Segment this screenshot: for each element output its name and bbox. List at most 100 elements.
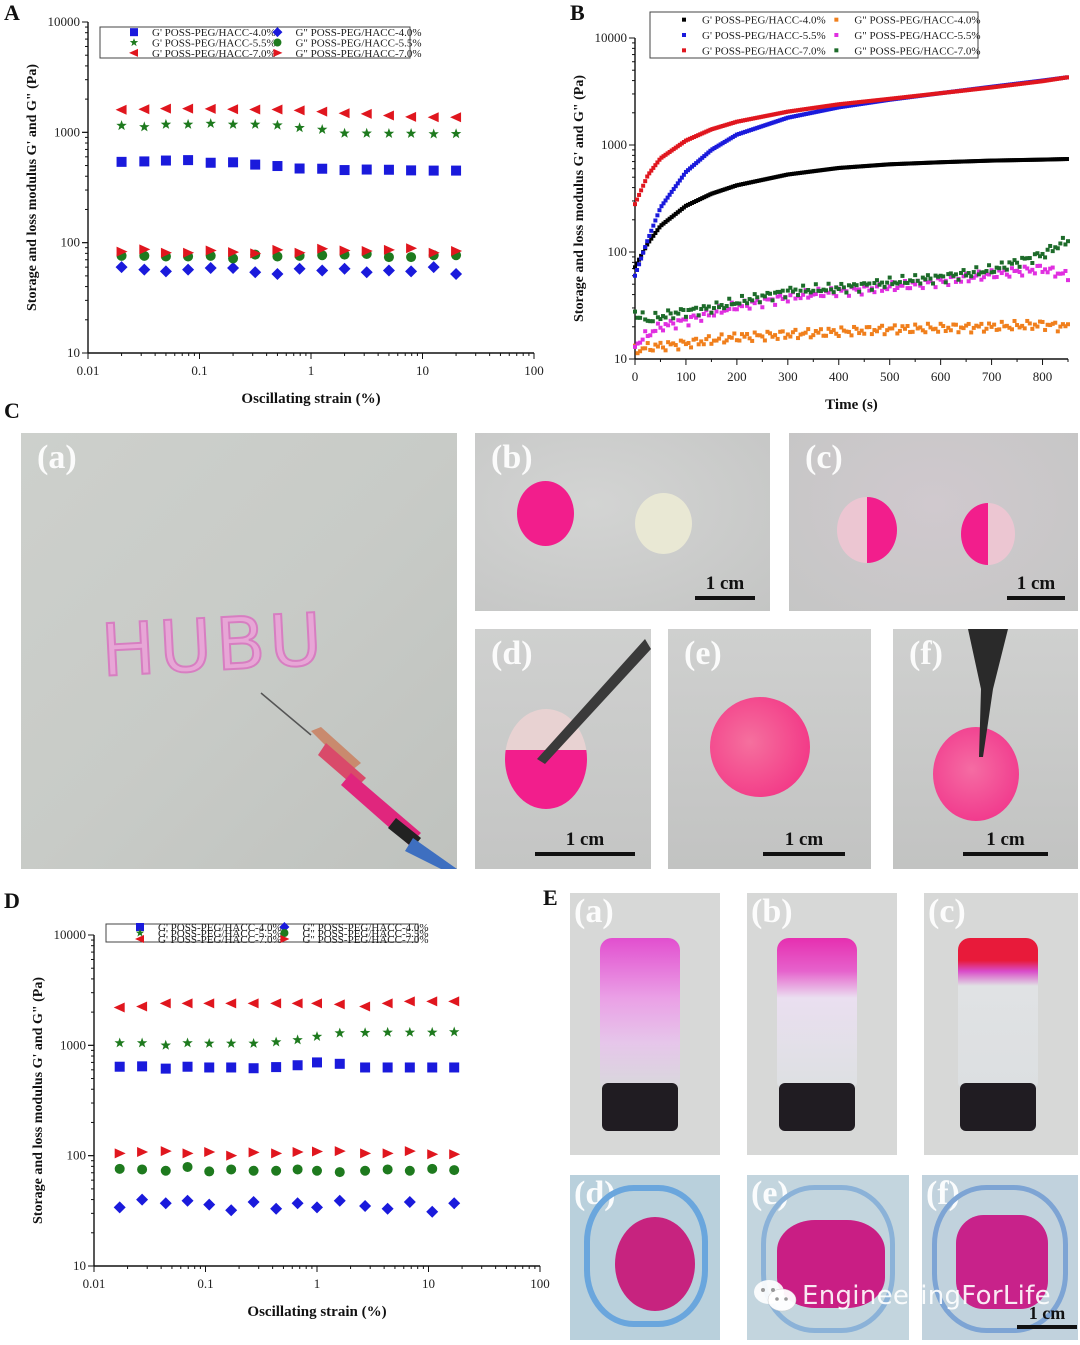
data-point — [836, 165, 841, 170]
data-point — [404, 1026, 416, 1037]
data-point — [671, 316, 676, 321]
data-point — [773, 119, 778, 124]
data-point — [905, 286, 910, 291]
data-point — [1026, 157, 1031, 162]
data-point — [826, 290, 831, 295]
data-point — [637, 262, 642, 267]
data-point — [859, 101, 864, 106]
data-point — [129, 48, 138, 57]
data-point — [836, 105, 841, 110]
data-point — [673, 211, 678, 216]
star-mold-icon — [932, 1185, 1068, 1333]
data-point — [806, 288, 811, 293]
data-point — [270, 1036, 282, 1047]
data-point — [969, 330, 974, 335]
data-point — [964, 323, 969, 328]
data-point — [649, 236, 654, 241]
data-point — [902, 326, 907, 331]
data-point — [360, 266, 373, 279]
data-point — [677, 208, 682, 213]
data-point — [1062, 157, 1067, 162]
data-point — [702, 130, 707, 135]
healed-gel-disk — [933, 727, 1019, 821]
data-point — [956, 159, 961, 164]
data-point — [759, 178, 764, 183]
photo-label: (a) — [37, 439, 77, 476]
data-point — [1040, 251, 1045, 256]
data-point — [954, 159, 959, 164]
data-point — [989, 324, 994, 329]
data-point — [686, 340, 691, 345]
data-point — [665, 151, 670, 156]
data-point — [637, 257, 642, 262]
data-point — [1009, 158, 1014, 163]
data-point — [270, 1202, 283, 1215]
data-point — [824, 104, 829, 109]
legend-entry: G' POSS-PEG/HACC-5.5% — [702, 30, 826, 42]
data-point — [722, 139, 727, 144]
data-point — [855, 164, 860, 169]
axes: 10 100 1000 10000 0.01 0.1 1 10 100 — [48, 14, 544, 378]
data-point — [675, 181, 680, 186]
data-point — [824, 167, 829, 172]
data-point — [916, 161, 921, 166]
data-point — [908, 286, 913, 291]
data-point — [806, 106, 811, 111]
data-point — [136, 1037, 148, 1048]
data-point — [1048, 266, 1053, 271]
data-point — [813, 282, 818, 287]
vial-icon — [600, 938, 680, 1088]
data-point — [977, 158, 982, 163]
data-point — [334, 1058, 345, 1069]
data-point — [749, 127, 754, 132]
data-point — [738, 182, 743, 187]
data-point — [716, 189, 721, 194]
legend-entry: G' POSS-PEG/HACC-4.0% — [158, 922, 282, 934]
data-point — [913, 273, 918, 278]
data-point — [280, 929, 289, 937]
data-point — [1022, 326, 1027, 331]
data-point — [361, 246, 373, 257]
data-point — [793, 287, 798, 292]
scale-bar: 1 cm — [1017, 1303, 1077, 1329]
data-point — [839, 325, 844, 330]
data-point — [775, 294, 780, 299]
data-point — [846, 293, 851, 298]
data-point — [832, 166, 837, 171]
data-point — [743, 118, 748, 123]
data-point — [694, 305, 699, 310]
data-point — [761, 177, 766, 182]
data-point — [1045, 270, 1050, 275]
data-point — [736, 119, 741, 124]
data-point — [311, 1031, 323, 1041]
data-point — [844, 290, 849, 295]
data-point — [650, 348, 655, 353]
data-point — [1012, 82, 1017, 87]
data-point — [767, 176, 772, 181]
data-point — [227, 261, 240, 274]
data-point — [992, 269, 997, 274]
data-point — [854, 326, 859, 331]
data-point — [716, 143, 721, 148]
data-point — [1017, 270, 1022, 275]
data-point — [683, 317, 688, 322]
data-point — [863, 164, 868, 169]
data-point — [1060, 322, 1065, 327]
data-point — [767, 121, 772, 126]
data-point — [770, 298, 775, 303]
data-point — [657, 157, 662, 162]
x-tick-label: 0.01 — [77, 363, 100, 378]
data-point — [755, 115, 760, 120]
data-point — [706, 304, 711, 309]
data-point — [1056, 157, 1061, 162]
data-point — [685, 168, 690, 173]
data-point — [865, 99, 870, 104]
data-point — [182, 1061, 193, 1072]
data-point — [832, 102, 837, 107]
data-point — [698, 197, 703, 202]
chart-b-time-sweep: 10 100 1000 10000 0 100 200 300 400 500 600 700 800 T… — [572, 11, 1070, 413]
legend: G' POSS-PEG/HACC-4.0%G' POSS-PEG/HACC-5.… — [105, 922, 429, 946]
data-point — [828, 103, 833, 108]
data-point — [651, 165, 656, 170]
data-point — [979, 86, 984, 91]
